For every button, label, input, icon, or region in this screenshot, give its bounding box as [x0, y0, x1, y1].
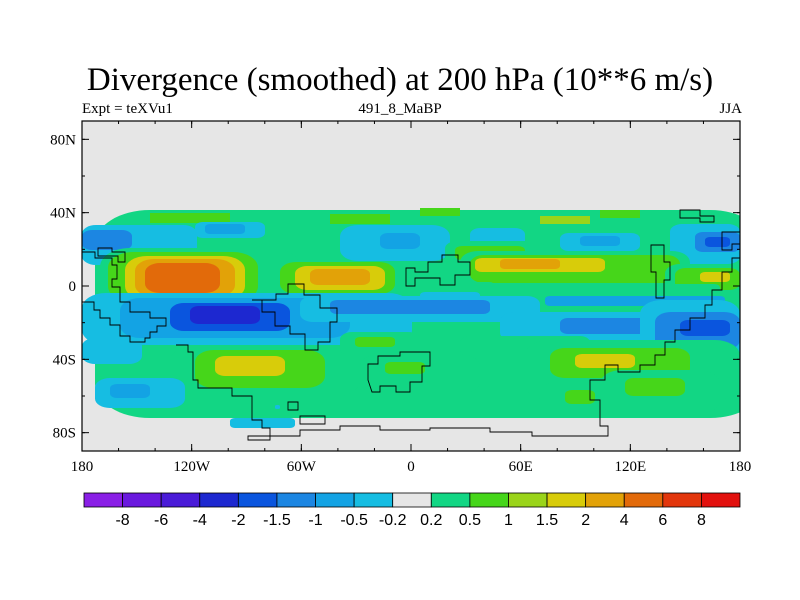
- colorbar-label: -8: [115, 512, 129, 529]
- coastline: [97, 247, 126, 263]
- divergence-contour-fill: [150, 213, 230, 223]
- colorbar-swatch: [469, 492, 509, 508]
- y-tick-label: 40S: [53, 352, 76, 368]
- colorbar-label: 1: [504, 512, 513, 529]
- x-tick-label: 120W: [173, 459, 211, 475]
- colorbar-label: -1.5: [263, 512, 291, 529]
- x-tick-label: 60W: [287, 459, 317, 475]
- colorbar-label: -2: [231, 512, 245, 529]
- coastline: [405, 254, 471, 287]
- x-tick-label: 60E: [509, 459, 533, 475]
- coastline: [176, 257, 740, 437]
- chart-title: Divergence (smoothed) at 200 hPa (10**6 …: [86, 62, 714, 98]
- divergence-contour-fill: [230, 418, 295, 428]
- colorbar-label: 0.2: [420, 512, 442, 529]
- coastline: [287, 401, 299, 411]
- divergence-contour-fill: [400, 282, 495, 294]
- colorbar-label: 1.5: [536, 512, 558, 529]
- x-tick-label: 180: [71, 459, 94, 475]
- x-tick-label: 180: [729, 459, 752, 475]
- colorbar-label: 4: [620, 512, 629, 529]
- divergence-contour-fill: [565, 390, 595, 404]
- divergence-contour-fill: [380, 233, 420, 249]
- colorbar-swatch: [546, 492, 587, 508]
- divergence-contour-fill: [215, 356, 285, 376]
- coastline: [650, 244, 671, 299]
- colorbar-swatch: [160, 492, 201, 508]
- colorbar-label: 0.5: [459, 512, 481, 529]
- divergence-contour-fill: [82, 338, 142, 364]
- divergence-contour-fill: [190, 306, 260, 324]
- colorbar-label: -6: [154, 512, 168, 529]
- case-label: 491_8_MaBP: [358, 101, 442, 117]
- x-tick-label: 120E: [614, 459, 646, 475]
- y-tick-label: 0: [69, 279, 77, 295]
- colorbar-swatch: [662, 492, 702, 508]
- colorbar-swatch: [353, 492, 394, 508]
- coastline: [82, 251, 167, 343]
- colorbar-swatch: [508, 492, 548, 508]
- divergence-contour-fill: [540, 216, 590, 224]
- coastline: [679, 209, 715, 223]
- divergence-contour-fill: [110, 384, 150, 398]
- divergence-contour-fill: [330, 300, 490, 314]
- colorbar-swatch: [701, 492, 741, 508]
- divergence-contour-fill: [520, 284, 720, 296]
- divergence-contour-fill: [310, 269, 370, 285]
- x-tick-label: 0: [407, 459, 415, 475]
- divergence-contour-fill: [275, 405, 280, 409]
- divergence-contour-fill: [385, 362, 425, 374]
- colorbar-swatch: [392, 492, 432, 508]
- coastline: [299, 415, 326, 425]
- colorbar-swatch: [430, 492, 471, 508]
- divergence-contour-fill: [82, 230, 132, 250]
- colorbar-swatch: [122, 492, 162, 508]
- divergence-contour-fill: [680, 320, 730, 336]
- coastline: [252, 283, 338, 351]
- coastline: [367, 351, 431, 393]
- y-tick-label: 80S: [53, 426, 76, 442]
- divergence-contour-fill: [625, 378, 685, 396]
- divergence-contour-fill: [330, 214, 390, 224]
- colorbar-swatch: [315, 492, 355, 508]
- colorbar-label: -4: [193, 512, 207, 529]
- divergence-contour-fill: [700, 272, 730, 282]
- colorbar-swatch: [276, 492, 316, 508]
- divergence-contour-fill: [705, 237, 730, 247]
- colorbar-swatch: [585, 492, 625, 508]
- colorbar-label: 2: [581, 512, 590, 529]
- colorbar-swatch: [237, 492, 278, 508]
- coastline: [247, 435, 271, 441]
- experiment-label: Expt = teXVu1: [82, 101, 173, 117]
- colorbar-swatch: [199, 492, 239, 508]
- divergence-contour-fill: [145, 263, 220, 293]
- colorbar-swatch: [83, 492, 123, 508]
- colorbar-label: 6: [658, 512, 667, 529]
- colorbar-swatch: [623, 492, 664, 508]
- divergence-contour-fill: [600, 210, 640, 218]
- divergence-contour-fill: [355, 337, 395, 347]
- divergence-contour-fill: [420, 208, 460, 216]
- season-label: JJA: [719, 101, 742, 117]
- colorbar-label: -0.2: [379, 512, 407, 529]
- coastline: [721, 231, 740, 251]
- y-tick-label: 40N: [50, 206, 76, 222]
- colorbar-label: -0.5: [340, 512, 368, 529]
- colorbar-label: -1: [308, 512, 322, 529]
- divergence-contour-fill: [500, 259, 560, 269]
- y-tick-label: 80N: [50, 132, 76, 148]
- divergence-contour-fill: [205, 224, 245, 234]
- divergence-contour-fill: [575, 354, 635, 368]
- divergence-contour-fill: [580, 236, 620, 246]
- colorbar-label: 8: [697, 512, 706, 529]
